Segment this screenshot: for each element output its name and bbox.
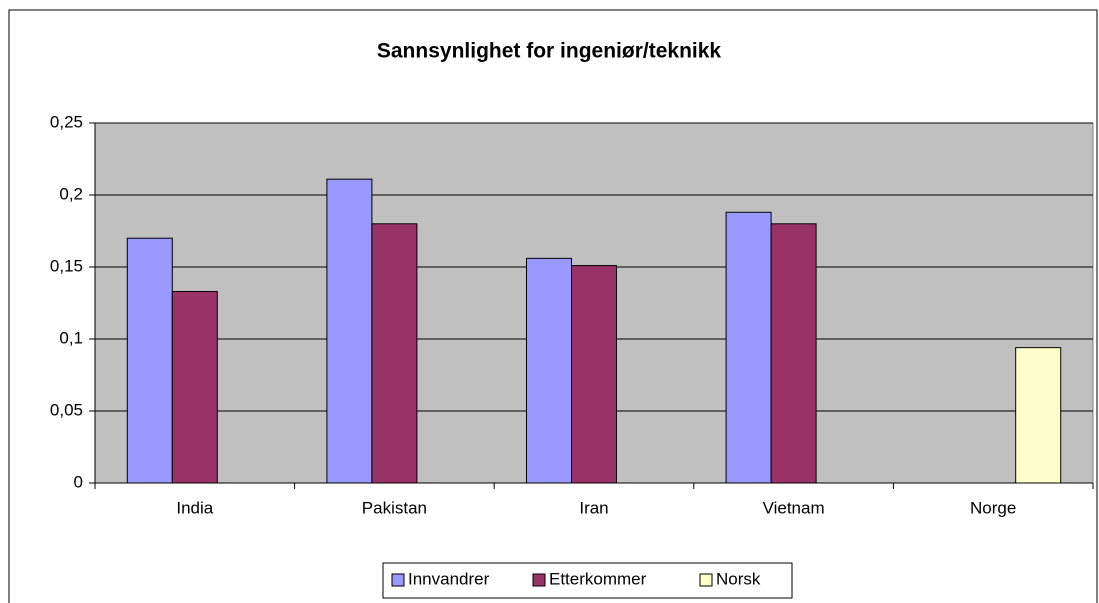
y-tick-label: 0,05 [50,400,83,419]
x-tick-label: Norge [970,498,1016,517]
legend-swatch [532,573,546,587]
y-tick-label: 0 [74,472,83,491]
y-tick-label: 0,2 [59,184,83,203]
x-tick-label: Iran [579,498,608,517]
legend-label: Norsk [716,569,761,588]
y-tick-label: 0,15 [50,256,83,275]
bar [770,223,817,484]
bar [371,223,418,484]
bar [126,237,173,484]
y-tick-label: 0,1 [59,328,83,347]
x-tick-label: Pakistan [362,498,427,517]
y-tick-label: 0,25 [50,112,83,131]
x-tick-label: India [176,498,213,517]
bar [571,265,617,484]
bar [725,211,772,484]
legend-label: Innvandrer [408,569,490,588]
legend-label: Etterkommer [549,569,647,588]
x-tick-label: Vietnam [763,498,825,517]
legend-swatch [391,573,405,587]
legend-box [382,562,793,599]
legend-swatch [699,573,713,587]
bar [1015,347,1062,484]
bar [171,290,218,484]
bar [526,257,572,484]
bar [326,178,373,484]
chart-title: Sannsynlighet for ingeniør/teknikk [377,40,722,63]
